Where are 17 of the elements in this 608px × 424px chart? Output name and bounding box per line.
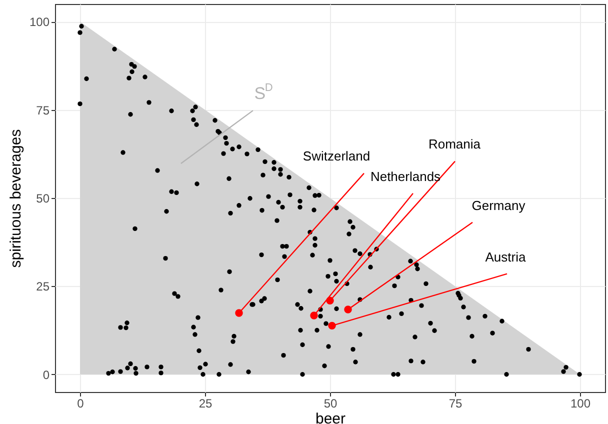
x-tick-label: 25 [198, 396, 212, 410]
x-tick-label: 100 [570, 396, 591, 410]
y-tick-label: 25 [36, 280, 50, 294]
y-axis-title: spirituous beverages [7, 129, 24, 268]
y-tick-label: 75 [36, 103, 50, 118]
x-tick-label: 75 [448, 396, 462, 410]
annotation: Romania [428, 136, 482, 152]
x-axis-title: beer [315, 410, 346, 424]
y-tick-label: 50 [36, 192, 50, 206]
annotation: Austria [485, 249, 526, 264]
y-tick-label: 0 [42, 368, 50, 382]
y-tick-label: 100 [29, 15, 50, 30]
annotation: Netherlands [370, 168, 442, 184]
annotation: Switzerland [302, 148, 370, 164]
x-tick-label: 50 [324, 396, 338, 410]
x-tick-label: 0 [77, 396, 84, 410]
annotation: Germany [472, 198, 526, 213]
